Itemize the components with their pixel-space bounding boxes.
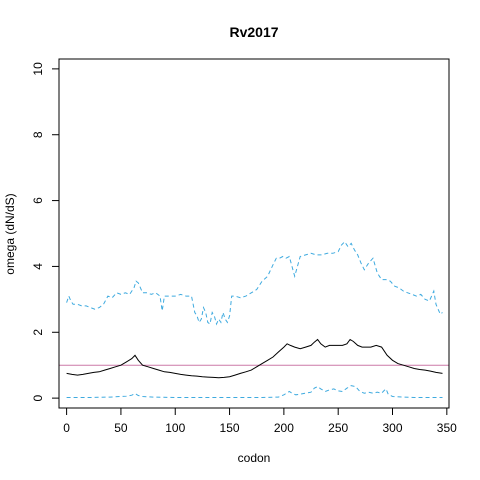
y-axis-label: omega (dN/dS) (3, 193, 17, 274)
chart-title: Rv2017 (229, 24, 278, 40)
y-tick-label: 6 (31, 197, 45, 204)
median-line (66, 338, 443, 379)
y-tick-label: 8 (31, 131, 45, 138)
y-tick-label: 2 (31, 329, 45, 336)
x-axis-label: codon (238, 451, 271, 465)
series-layer (66, 240, 443, 398)
y-tick-label: 4 (31, 263, 45, 270)
y-tick-label: 10 (31, 62, 45, 76)
x-tick-label: 350 (437, 421, 457, 435)
x-axis: 0 50 100 150 200 250 300 350 (63, 407, 457, 435)
y-tick-label: 0 (31, 394, 45, 401)
x-tick-label: 150 (220, 421, 240, 435)
x-tick-label: 200 (274, 421, 294, 435)
upper-bound-line (66, 240, 443, 326)
x-tick-label: 300 (382, 421, 402, 435)
x-tick-label: 0 (63, 421, 70, 435)
plot-frame (58, 58, 450, 409)
lower-bound-line (66, 385, 443, 398)
x-tick-label: 50 (114, 421, 128, 435)
x-tick-label: 100 (165, 421, 185, 435)
x-tick-label: 250 (328, 421, 348, 435)
